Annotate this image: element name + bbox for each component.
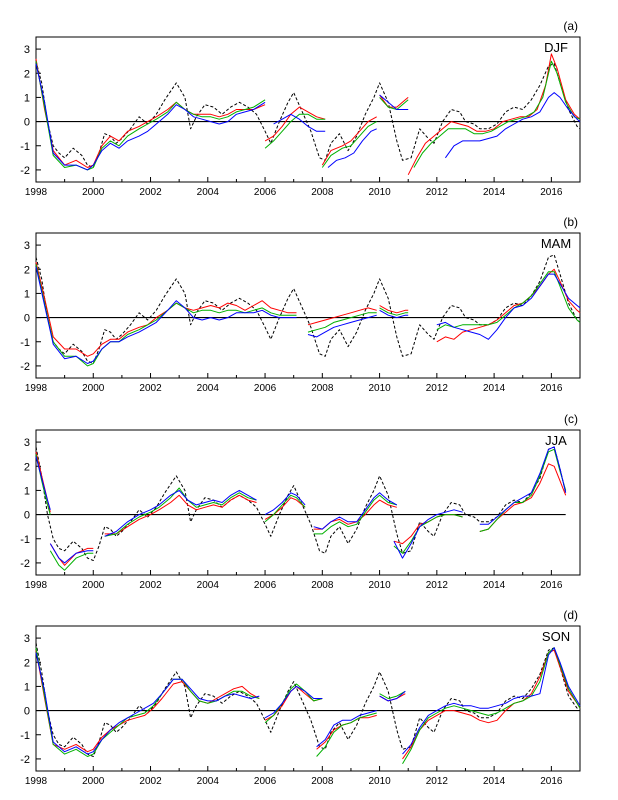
series-line-2: [35, 60, 581, 171]
y-tick-label: 0: [24, 706, 30, 718]
series-line-1: [35, 53, 581, 176]
x-tick-label: 2016: [540, 776, 563, 787]
x-tick-label: 2014: [483, 580, 506, 591]
panel-mam: -2 -1 0 1 2 3 1998 2000 2002 2004 2006 2008 2010 2012…: [20, 215, 581, 394]
x-tick-label: 1998: [25, 383, 48, 394]
panel-label: (c): [564, 412, 578, 426]
season-label: JJA: [545, 433, 567, 448]
x-tick-label: 2016: [540, 580, 563, 591]
x-tick-label: 2004: [197, 383, 220, 394]
y-tick-label: -2: [20, 165, 30, 177]
y-tick-label: -1: [20, 730, 30, 742]
season-label: DJF: [544, 40, 568, 55]
x-tick-label: 2016: [540, 383, 563, 394]
x-tick-label: 1998: [25, 580, 48, 591]
plot-frame: [35, 232, 581, 379]
series-line-0: [35, 254, 581, 364]
x-tick-label: 2012: [426, 383, 449, 394]
y-tick-label: 3: [24, 633, 30, 645]
x-tick-label: 2008: [311, 776, 334, 787]
x-tick-label: 2006: [254, 580, 277, 591]
season-label: MAM: [541, 236, 571, 251]
x-tick-label: 2008: [311, 580, 334, 591]
y-tick-label: 2: [24, 68, 30, 80]
x-tick-label: 2002: [139, 383, 162, 394]
y-tick-label: 0: [24, 313, 30, 325]
y-tick-label: 0: [24, 117, 30, 129]
x-tick-label: 1998: [25, 187, 48, 198]
season-label: SON: [542, 629, 570, 644]
series-line-0: [35, 642, 580, 757]
x-tick-label: 2012: [426, 776, 449, 787]
y-tick-label: 2: [24, 657, 30, 669]
y-tick-label: -2: [20, 361, 30, 373]
x-tick-label: 2002: [139, 580, 162, 591]
y-tick-label: 3: [24, 240, 30, 252]
x-tick-label: 2008: [311, 383, 334, 394]
panel-son: -2 -1 0 1 2 3 1998 2000 2002 2004 2006 2008 2010 2012…: [20, 608, 581, 787]
x-tick-label: 2010: [368, 580, 391, 591]
x-tick-label: 2012: [426, 187, 449, 198]
y-tick-label: -1: [20, 141, 30, 153]
x-tick-label: 2000: [82, 383, 105, 394]
x-tick-label: 2000: [82, 187, 105, 198]
panel-djf: -2 -1 0 1 2 3 1998 2000 2002 2004 2006 2008 2010 2012…: [20, 19, 581, 198]
series-line-1: [35, 649, 581, 760]
y-tick-label: 2: [24, 264, 30, 276]
series-line-3: [35, 647, 581, 755]
series-line-2: [35, 647, 581, 765]
panel-label: (b): [563, 215, 578, 229]
plot-frame: [35, 625, 581, 772]
x-tick-label: 2014: [483, 776, 506, 787]
x-tick-label: 2014: [483, 187, 506, 198]
x-tick-label: 2000: [82, 580, 105, 591]
y-tick-label: 1: [24, 485, 30, 497]
x-tick-label: 2000: [82, 776, 105, 787]
x-tick-label: 2016: [540, 187, 563, 198]
series-line-3: [35, 63, 581, 171]
x-tick-label: 1998: [25, 776, 48, 787]
y-tick-label: 1: [24, 681, 30, 693]
y-tick-label: -1: [20, 534, 30, 546]
series-line-2: [35, 264, 581, 367]
y-tick-label: 0: [24, 510, 30, 522]
y-tick-label: 1: [24, 92, 30, 104]
y-tick-label: 2: [24, 461, 30, 473]
x-tick-label: 2010: [368, 383, 391, 394]
panel-jja: -2 -1 0 1 2 3 1998 2000 2002 2004 2006 2008 2010 2012…: [20, 412, 581, 591]
x-tick-label: 2010: [368, 776, 391, 787]
y-tick-label: -2: [20, 558, 30, 570]
y-tick-label: -2: [20, 754, 30, 766]
x-tick-label: 2006: [254, 383, 277, 394]
x-tick-label: 2006: [254, 776, 277, 787]
panel-label: (a): [563, 19, 578, 33]
x-tick-label: 2008: [311, 187, 334, 198]
series-line-3: [35, 266, 581, 364]
x-tick-label: 2002: [139, 187, 162, 198]
x-tick-label: 2014: [483, 383, 506, 394]
x-tick-label: 2002: [139, 776, 162, 787]
series-line-1: [35, 451, 567, 566]
x-tick-label: 2010: [368, 187, 391, 198]
y-tick-label: 1: [24, 288, 30, 300]
x-tick-label: 2006: [254, 187, 277, 198]
x-tick-label: 2004: [197, 187, 220, 198]
series-line-2: [35, 448, 567, 571]
x-tick-label: 2004: [197, 580, 220, 591]
y-tick-label: -1: [20, 337, 30, 349]
plot-frame: [35, 429, 581, 576]
plot-frame: [35, 36, 581, 183]
x-tick-label: 2012: [426, 580, 449, 591]
y-tick-label: 3: [24, 437, 30, 449]
series-line-0: [35, 446, 567, 561]
y-tick-label: 3: [24, 44, 30, 56]
x-tick-label: 2004: [197, 776, 220, 787]
series-line-3: [35, 446, 567, 564]
panel-label: (d): [563, 608, 578, 622]
